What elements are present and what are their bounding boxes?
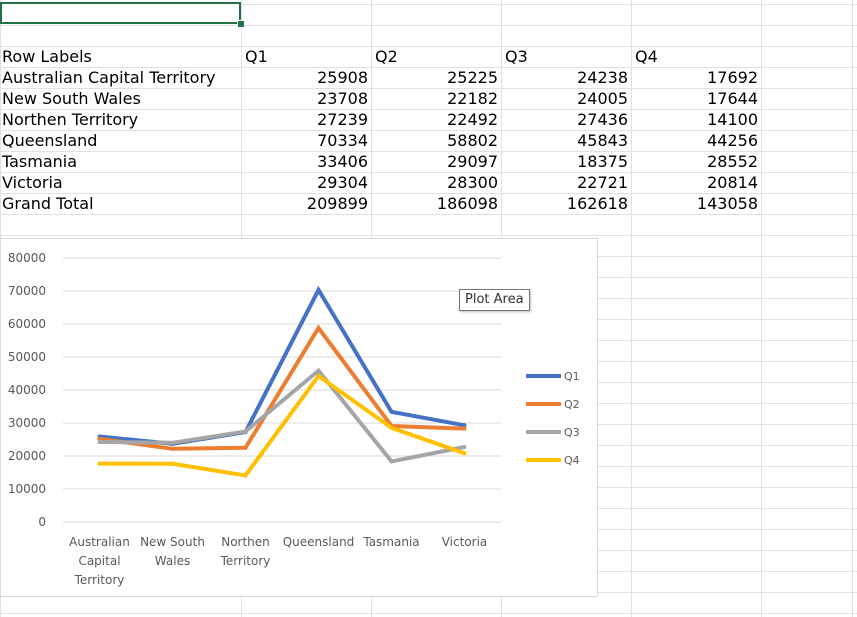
row-label[interactable]: Queensland [2, 131, 98, 150]
legend-label-q4: Q4 [564, 454, 580, 467]
data-point-q2 [97, 436, 102, 441]
data-point-q1 [389, 409, 394, 414]
grid-row-line [0, 613, 857, 614]
active-cell-selection[interactable] [0, 2, 241, 24]
x-tick-label: Tasmania [362, 535, 419, 549]
header-row-labels: Row Labels [2, 47, 92, 66]
plot-area-tooltip: Plot Area [459, 289, 530, 311]
value-cell-q4[interactable]: 44256 [707, 131, 758, 150]
value-cell-q2[interactable]: 29097 [447, 152, 498, 171]
value-cell-q2[interactable]: 22492 [447, 110, 498, 129]
y-tick-label: 80000 [8, 251, 46, 265]
value-cell-q2[interactable]: 22182 [447, 89, 498, 108]
y-tick-label: 30000 [8, 416, 46, 430]
y-tick-label: 50000 [8, 350, 46, 364]
row-label[interactable]: New South Wales [2, 89, 141, 108]
value-cell-q3[interactable]: 162618 [566, 194, 628, 213]
data-point-q2 [462, 426, 467, 431]
data-point-q3 [316, 368, 321, 373]
series-line-q3 [99, 367, 465, 464]
data-point-q4 [97, 461, 102, 466]
value-cell-q3[interactable]: 27436 [577, 110, 628, 129]
data-point-q3 [170, 440, 175, 445]
value-cell-q4[interactable]: 143058 [696, 194, 758, 213]
value-cell-q3[interactable]: 18375 [577, 152, 628, 171]
row-label[interactable]: Australian Capital Territory [2, 68, 216, 87]
value-cell-q4[interactable]: 14100 [707, 110, 758, 129]
y-tick-label: 40000 [8, 383, 46, 397]
x-tick-label: Capital [78, 554, 120, 568]
row-label[interactable]: Northen Territory [2, 110, 139, 129]
value-cell-q2[interactable]: 25225 [447, 68, 498, 87]
data-point-q2 [170, 446, 175, 451]
data-point-q3 [389, 459, 394, 464]
row-label[interactable]: Grand Total [2, 194, 94, 213]
value-cell-q4[interactable]: 17644 [707, 89, 758, 108]
data-point-q4 [170, 461, 175, 466]
value-cell-q1[interactable]: 27239 [317, 110, 368, 129]
series-line-q2 [99, 324, 465, 451]
data-point-q2 [316, 325, 321, 330]
row-label[interactable]: Victoria [2, 173, 63, 192]
y-tick-label: 60000 [8, 317, 46, 331]
value-cell-q4[interactable]: 28552 [707, 152, 758, 171]
y-tick-label: 0 [38, 515, 46, 529]
legend-label-q1: Q1 [564, 370, 580, 383]
x-tick-label: Australian [69, 535, 130, 549]
grid-column-line [761, 0, 762, 617]
x-tick-label: Territory [220, 554, 271, 568]
header-q1: Q1 [245, 47, 268, 66]
value-cell-q1[interactable]: 29304 [317, 173, 368, 192]
data-point-q4 [243, 473, 248, 478]
data-point-q4 [389, 425, 394, 430]
header-q2: Q2 [375, 47, 398, 66]
series-line-q1 [99, 285, 465, 446]
legend-label-q2: Q2 [564, 398, 580, 411]
y-tick-label: 10000 [8, 482, 46, 496]
value-cell-q1[interactable]: 33406 [317, 152, 368, 171]
value-cell-q3[interactable]: 45843 [577, 131, 628, 150]
data-point-q1 [462, 423, 467, 428]
x-tick-label: Queensland [283, 535, 355, 549]
data-point-q3 [243, 429, 248, 434]
data-point-q3 [462, 445, 467, 450]
x-tick-label: New South [140, 535, 205, 549]
x-tick-label: Territory [74, 573, 125, 587]
data-point-q4 [462, 451, 467, 456]
grid-row-line [0, 214, 857, 215]
row-label[interactable]: Tasmania [2, 152, 78, 171]
value-cell-q3[interactable]: 24005 [577, 89, 628, 108]
x-tick-label: Wales [155, 554, 190, 568]
x-tick-label: Northen [221, 535, 270, 549]
fill-handle[interactable] [237, 20, 245, 28]
grid-row-line [0, 46, 857, 47]
data-point-q2 [243, 445, 248, 450]
value-cell-q3[interactable]: 22721 [577, 173, 628, 192]
header-q3: Q3 [505, 47, 528, 66]
value-cell-q3[interactable]: 24238 [577, 68, 628, 87]
data-point-q3 [97, 440, 102, 445]
data-point-q1 [316, 287, 321, 292]
chart-svg: 80000 70000 60000 50000 40000 30000 20000 10000… [8, 251, 580, 587]
y-tick-label: 70000 [8, 284, 46, 298]
value-cell-q2[interactable]: 186098 [436, 194, 498, 213]
value-cell-q1[interactable]: 70334 [317, 131, 368, 150]
y-tick-label: 20000 [8, 449, 46, 463]
data-point-q4 [316, 373, 321, 378]
x-tick-label: Victoria [442, 535, 488, 549]
value-cell-q4[interactable]: 20814 [707, 173, 758, 192]
value-cell-q2[interactable]: 28300 [447, 173, 498, 192]
header-q4: Q4 [635, 47, 658, 66]
grid-column-line [852, 0, 853, 617]
series-line-q4 [99, 373, 466, 478]
value-cell-q1[interactable]: 25908 [317, 68, 368, 87]
legend-label-q3: Q3 [564, 426, 580, 439]
grid-row-line [0, 235, 857, 236]
value-cell-q1[interactable]: 209899 [306, 194, 368, 213]
grid-row-line [0, 25, 857, 26]
value-cell-q1[interactable]: 23708 [317, 89, 368, 108]
value-cell-q2[interactable]: 58802 [447, 131, 498, 150]
value-cell-q4[interactable]: 17692 [707, 68, 758, 87]
